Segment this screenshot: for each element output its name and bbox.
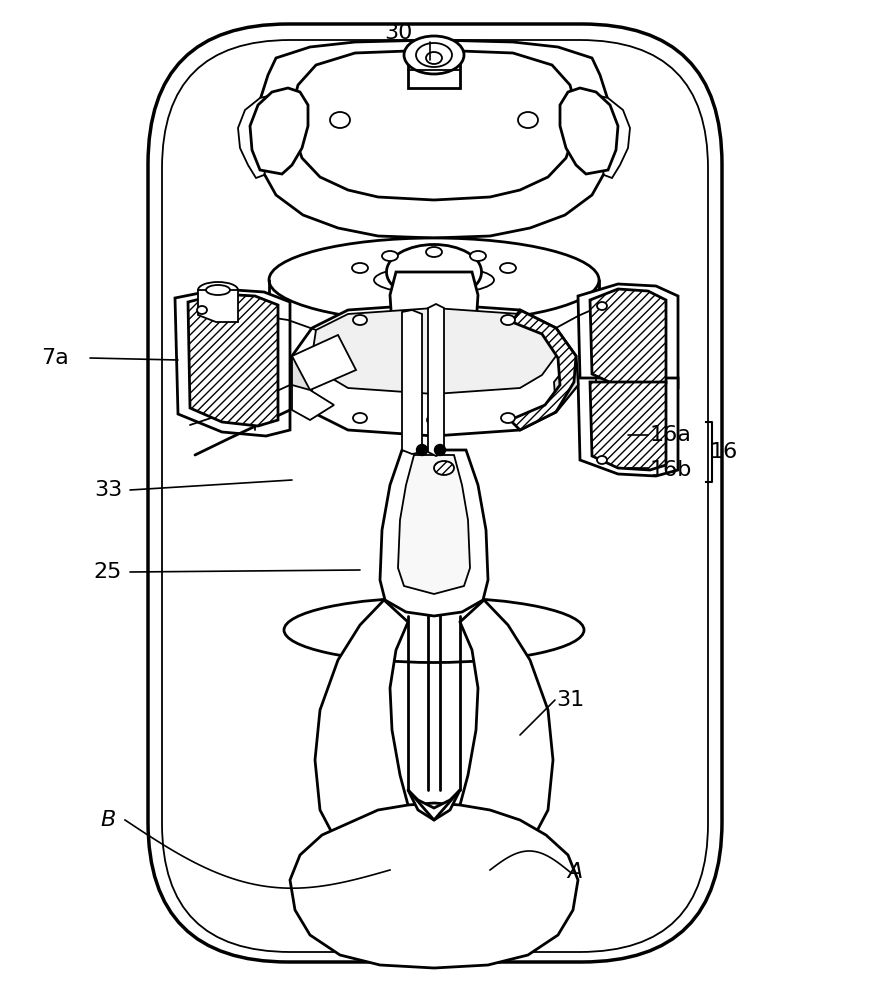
Text: A: A [567, 862, 582, 882]
Ellipse shape [426, 52, 442, 64]
Ellipse shape [426, 247, 442, 257]
Ellipse shape [353, 413, 367, 423]
Polygon shape [292, 385, 334, 420]
Polygon shape [256, 40, 612, 238]
Ellipse shape [416, 444, 428, 456]
Ellipse shape [434, 444, 446, 456]
FancyBboxPatch shape [148, 24, 722, 962]
Ellipse shape [416, 43, 452, 67]
Polygon shape [578, 284, 678, 394]
Polygon shape [292, 304, 578, 436]
Polygon shape [188, 294, 278, 426]
Polygon shape [590, 289, 666, 388]
Ellipse shape [197, 306, 207, 314]
Ellipse shape [198, 282, 238, 298]
Text: 16: 16 [710, 442, 739, 462]
Polygon shape [175, 289, 290, 436]
Polygon shape [398, 455, 470, 594]
Ellipse shape [269, 238, 599, 322]
Ellipse shape [387, 244, 481, 300]
Ellipse shape [374, 266, 494, 294]
Text: 30: 30 [384, 23, 412, 43]
Ellipse shape [284, 597, 584, 662]
Ellipse shape [352, 263, 368, 273]
Polygon shape [554, 356, 578, 412]
Polygon shape [428, 304, 444, 456]
Ellipse shape [501, 413, 515, 423]
Polygon shape [408, 790, 460, 820]
Text: 16a: 16a [650, 425, 692, 445]
Polygon shape [238, 95, 280, 178]
Polygon shape [588, 95, 630, 178]
Polygon shape [408, 55, 460, 88]
Polygon shape [198, 290, 238, 322]
Text: 31: 31 [556, 690, 584, 710]
Polygon shape [590, 382, 666, 470]
Polygon shape [250, 88, 308, 174]
Polygon shape [292, 335, 356, 390]
Polygon shape [312, 308, 556, 394]
Polygon shape [578, 378, 678, 476]
Ellipse shape [353, 315, 367, 325]
Ellipse shape [597, 302, 607, 310]
Polygon shape [402, 310, 422, 454]
Text: B: B [101, 810, 116, 830]
Polygon shape [315, 600, 420, 880]
Ellipse shape [206, 285, 230, 295]
Ellipse shape [518, 112, 538, 128]
Polygon shape [292, 356, 312, 412]
Polygon shape [380, 450, 488, 616]
Polygon shape [560, 88, 618, 174]
Ellipse shape [597, 456, 607, 464]
Ellipse shape [382, 251, 398, 261]
Polygon shape [390, 272, 478, 366]
Ellipse shape [470, 251, 486, 261]
Text: 33: 33 [94, 480, 123, 500]
Text: 7a: 7a [41, 348, 69, 368]
Ellipse shape [404, 36, 464, 74]
Polygon shape [290, 803, 578, 968]
Ellipse shape [427, 415, 441, 425]
Polygon shape [292, 50, 576, 200]
Ellipse shape [501, 315, 515, 325]
Text: 16b: 16b [650, 460, 693, 480]
Text: 25: 25 [94, 562, 123, 582]
Ellipse shape [434, 461, 454, 475]
Ellipse shape [500, 263, 516, 273]
Polygon shape [448, 600, 553, 880]
Polygon shape [510, 310, 576, 430]
Ellipse shape [330, 112, 350, 128]
